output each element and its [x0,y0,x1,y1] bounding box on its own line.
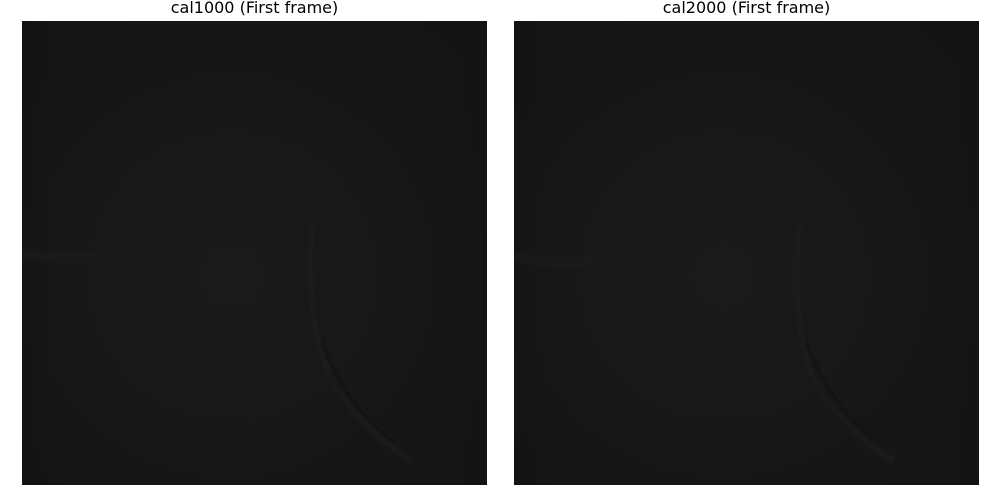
panel-title: cal2000 (First frame) [662,0,831,17]
frame-rendering [22,21,487,485]
frame-rendering [514,21,979,485]
panel-title: cal1000 (First frame) [170,0,339,17]
frame-panel-cal1000: cal1000 (First frame) [22,0,487,500]
frame-panel-cal2000: cal2000 (First frame) [514,0,979,500]
camera-frame-image [22,21,487,485]
camera-frame-image [514,21,979,485]
